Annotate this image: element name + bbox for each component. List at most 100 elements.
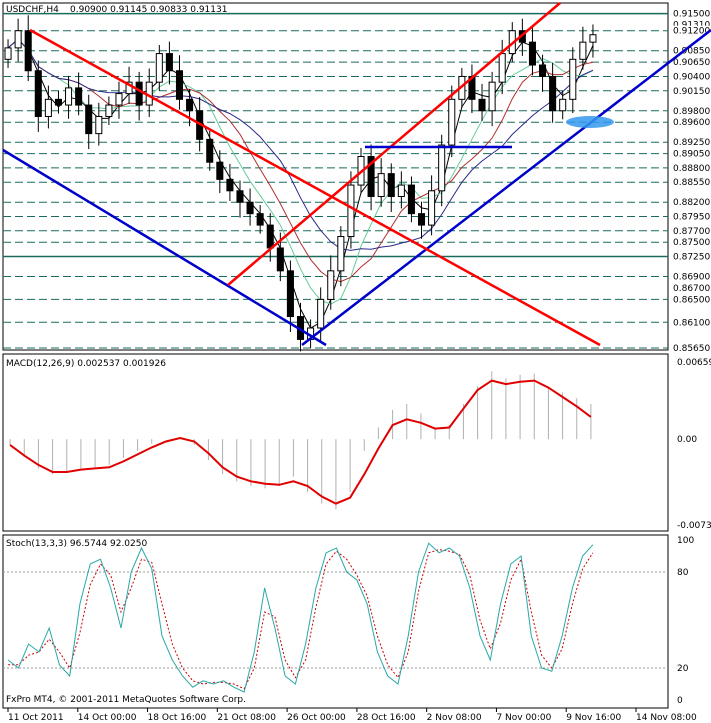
- bull-candle: [327, 270, 335, 300]
- time-tick-label: 14 Oct 00:00: [78, 713, 137, 723]
- stoch-levels: [3, 571, 668, 669]
- price-tick-label: 0.87250: [673, 253, 710, 263]
- price-tick-label: 0.87950: [673, 213, 710, 223]
- price-label-bg: [670, 117, 710, 128]
- macd-tick-labels: 0.00659 0.00 -0.00733: [677, 358, 711, 531]
- bull-candle: [337, 236, 345, 272]
- macd-signal-line: [9, 379, 592, 505]
- bull-candle: [559, 98, 567, 112]
- bull-candle: [377, 173, 385, 198]
- bear-candle: [539, 64, 547, 77]
- price-label-bg: [670, 271, 710, 282]
- bear-candle: [135, 81, 143, 106]
- price-tick-label: 0.89600: [673, 118, 710, 128]
- price-tick-label: 0.90850: [673, 47, 710, 57]
- bear-candle: [85, 104, 93, 135]
- macd-tick-label: -0.00733: [677, 521, 711, 531]
- bear-candle: [54, 98, 62, 106]
- price-label-bg: [670, 343, 710, 353]
- price-tick-label: 0.86500: [673, 295, 710, 305]
- price-tick-label: 0.87500: [673, 238, 710, 248]
- price-tick-label: 0.88200: [673, 198, 710, 208]
- channel-red-falling-line: [29, 28, 601, 347]
- time-axis-labels: 11 Oct 2011 14 Oct 00:00 18 Oct 16:00 21 Oc…: [7, 708, 697, 723]
- bear-candle: [276, 247, 284, 272]
- price-label-bg: [670, 177, 710, 188]
- stoch-tick-labels: 100 80 20 0: [677, 536, 694, 706]
- price-tick-label: 0.89250: [673, 138, 710, 148]
- bull-candle: [14, 30, 22, 49]
- bear-candle: [246, 201, 254, 215]
- macd-header: MACD(12,26,9) 0.002537 0.001926: [6, 359, 166, 369]
- price-label-bg: [670, 237, 710, 248]
- bear-candle: [165, 53, 173, 72]
- bull-candle: [155, 53, 163, 83]
- price-tick-label: 0.90150: [673, 87, 710, 97]
- bull-candle: [498, 53, 506, 83]
- stoch-panel-frame: [2, 534, 669, 709]
- bear-candle: [387, 173, 395, 198]
- stoch-tick-label: 20: [677, 664, 689, 674]
- price-label-bg: [670, 225, 710, 236]
- bull-candle: [95, 115, 103, 135]
- bear-candle: [236, 190, 244, 203]
- time-tick-label: 11 Oct 2011: [8, 713, 64, 723]
- price-label-bg: [670, 71, 710, 82]
- bear-candle: [206, 138, 214, 163]
- bull-candle: [569, 58, 577, 100]
- price-tick-label: 0.86900: [673, 273, 710, 283]
- time-tick-label: 28 Oct 16:00: [357, 713, 416, 723]
- bull-candle: [397, 184, 405, 198]
- price-label-bg: [670, 251, 710, 262]
- time-tick-label: 9 Nov 16:00: [566, 713, 621, 723]
- bull-candle: [115, 93, 123, 106]
- price-label-bg: [670, 8, 710, 19]
- bull-candle: [448, 98, 456, 146]
- bull-candle: [438, 144, 446, 192]
- stoch-header: Stoch(13,3,3) 96.5744 92.0250: [6, 539, 147, 549]
- price-label-bg: [670, 45, 710, 56]
- bull-candle: [44, 98, 52, 117]
- price-header-symbol: USDCHF,H4: [6, 5, 59, 15]
- price-label-bg: [670, 57, 710, 68]
- channel-red-rising-line: [227, 2, 561, 286]
- macd-histogram: [9, 371, 592, 510]
- price-tick-label: 0.90400: [673, 72, 710, 82]
- ma-navy-line: [7, 38, 594, 251]
- bear-candle: [286, 270, 294, 318]
- price-tick-label: 0.86100: [673, 318, 710, 328]
- bull-candle: [488, 81, 496, 112]
- ma-darkred-line: [7, 38, 594, 283]
- bear-candle: [175, 70, 184, 100]
- bear-candle: [256, 213, 264, 226]
- bear-candle: [186, 98, 194, 112]
- bear-candle: [367, 155, 375, 198]
- stoch-tick-label: 0: [677, 696, 683, 706]
- channel-upper-blue-line: [301, 29, 711, 346]
- stoch-tick-label: 80: [677, 568, 689, 578]
- bear-candle: [34, 70, 42, 117]
- price-tick-label: 0.86700: [673, 284, 710, 294]
- candlesticks: [4, 15, 597, 352]
- bull-candle: [4, 47, 12, 60]
- bull-candle: [65, 87, 73, 106]
- bear-candle: [549, 75, 557, 112]
- bull-candle: [579, 41, 587, 60]
- price-label-bg: [670, 137, 710, 148]
- bull-candle: [125, 81, 133, 95]
- bear-candle: [24, 30, 32, 72]
- bear-candle: [226, 178, 234, 192]
- price-label-bg: [670, 105, 710, 116]
- price-tick-label: 0.87700: [673, 227, 710, 237]
- price-tick-label: 0.88800: [673, 164, 710, 174]
- highlight-ellipse: [566, 116, 614, 128]
- bear-candle: [266, 224, 274, 249]
- price-tick-label: 0.90650: [673, 58, 710, 68]
- time-tick-label: 14 Nov 08:00: [636, 713, 697, 723]
- bear-candle: [478, 98, 486, 112]
- time-tick-label: 26 Oct 00:00: [287, 713, 346, 723]
- price-tick-label: 0.88550: [673, 178, 710, 188]
- bull-candle: [428, 190, 436, 226]
